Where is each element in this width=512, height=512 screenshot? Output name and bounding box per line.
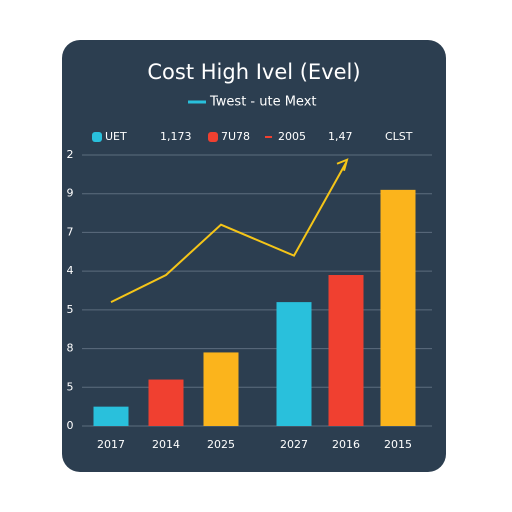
bar	[276, 302, 312, 426]
y-tick-label: 5	[67, 303, 74, 316]
legend-swatch	[208, 132, 218, 142]
x-tick-label: 2016	[332, 438, 360, 451]
legend-swatch	[92, 132, 102, 142]
legend-label: 1,173	[160, 130, 192, 143]
x-tick-label: 2017	[97, 438, 125, 451]
legend-label: 7U78	[221, 130, 250, 143]
x-tick-label: 2025	[207, 438, 235, 451]
y-tick-label: 7	[67, 225, 74, 238]
y-tick-label: 0	[67, 419, 74, 432]
x-tick-label: 2014	[152, 438, 180, 451]
bar	[148, 379, 184, 426]
bar	[380, 189, 416, 426]
y-tick-label: 2	[67, 148, 74, 161]
bar	[328, 275, 364, 426]
legend-label: CLST	[385, 130, 413, 143]
trend-line	[110, 162, 347, 304]
chart-title: Cost High Ivel (Evel)	[147, 60, 360, 84]
y-tick-label: 5	[67, 380, 74, 393]
x-tick-label: 2015	[384, 438, 412, 451]
bar	[93, 406, 129, 426]
legend-label: UET	[105, 130, 127, 143]
trend-arrow	[336, 158, 349, 172]
y-tick-label: 9	[67, 187, 74, 200]
subtitle: Twest - ute Mext	[209, 95, 317, 110]
y-tick-label: 8	[67, 342, 74, 355]
legend-label: 2005	[278, 130, 306, 143]
x-tick-label: 2027	[280, 438, 308, 451]
bar	[203, 352, 239, 426]
y-tick-label: 4	[67, 264, 74, 277]
legend-label: 1,47	[328, 130, 353, 143]
